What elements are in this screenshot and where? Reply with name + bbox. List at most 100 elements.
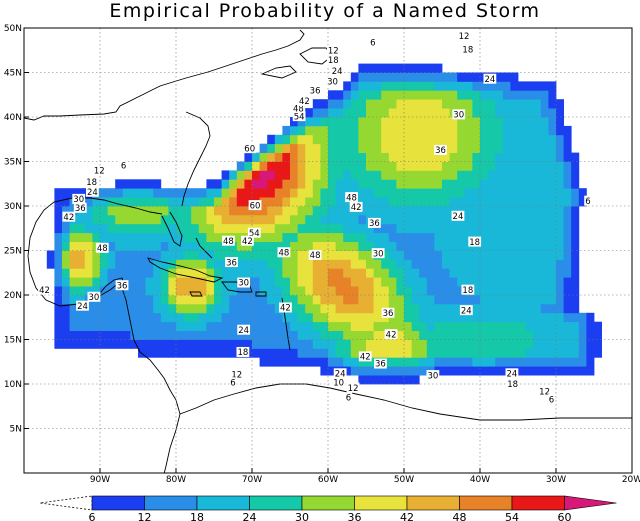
- field-cell: [244, 268, 253, 278]
- field-cell: [122, 312, 131, 323]
- field-cell: [396, 330, 405, 340]
- field-cell: [449, 152, 458, 162]
- field-cell: [221, 250, 230, 260]
- field-cell: [168, 214, 177, 225]
- field-cell: [518, 250, 526, 260]
- field-cell: [419, 214, 428, 225]
- field-cell: [404, 232, 412, 242]
- field-cell: [404, 268, 412, 278]
- field-cell: [449, 339, 458, 349]
- field-cell: [556, 108, 564, 118]
- field-cell: [236, 286, 245, 296]
- field-cell: [100, 268, 108, 278]
- field-cell: [62, 232, 70, 242]
- contour-label-bg: [344, 392, 353, 403]
- field-cell: [556, 259, 564, 269]
- field-cell: [176, 339, 184, 349]
- field-cell: [556, 197, 564, 207]
- x-tick-label: 20W: [622, 475, 640, 485]
- field-cell: [464, 117, 473, 127]
- field-cell: [107, 268, 116, 278]
- field-cell: [373, 295, 382, 305]
- field-cell: [563, 259, 572, 269]
- field-cell: [472, 161, 481, 171]
- field-cell: [426, 72, 435, 82]
- field-cell: [502, 321, 511, 331]
- field-cell: [472, 303, 481, 314]
- field-cell: [434, 268, 443, 278]
- field-cell: [92, 250, 101, 260]
- field-cell: [388, 277, 397, 287]
- field-cell: [563, 152, 572, 162]
- field-cell: [282, 223, 291, 234]
- field-cell: [434, 197, 443, 207]
- field-cell: [122, 303, 131, 314]
- field-cell: [373, 72, 382, 82]
- contour-label-bg: [468, 236, 482, 247]
- field-cell: [214, 321, 222, 331]
- field-cell: [145, 303, 154, 314]
- field-cell: [54, 223, 63, 234]
- contour-label-bg: [308, 85, 322, 96]
- contour-label-bg: [358, 351, 372, 362]
- field-cell: [244, 339, 253, 349]
- field-cell: [107, 295, 116, 305]
- field-cell: [290, 170, 298, 180]
- field-cell: [594, 339, 602, 349]
- field-cell: [434, 117, 443, 127]
- field-cell: [480, 312, 488, 323]
- field-cell: [130, 295, 139, 305]
- field-cell: [396, 179, 405, 189]
- field-cell: [77, 188, 86, 198]
- field-cell: [62, 277, 70, 287]
- field-cell: [328, 117, 336, 127]
- field-cell: [252, 161, 260, 171]
- field-cell: [358, 312, 367, 323]
- field-cell: [130, 321, 139, 331]
- field-cell: [358, 117, 367, 127]
- field-cell: [358, 357, 367, 367]
- field-cell: [122, 339, 131, 349]
- field-cell: [77, 277, 86, 287]
- field-cell: [563, 161, 572, 171]
- field-cell: [434, 179, 443, 189]
- field-cell: [320, 303, 329, 314]
- field-cell: [290, 143, 298, 153]
- field-cell: [502, 99, 511, 109]
- field-cell: [244, 286, 253, 296]
- field-cell: [191, 348, 200, 358]
- field-cell: [411, 117, 420, 127]
- field-cell: [176, 330, 184, 340]
- field-cell: [252, 286, 260, 296]
- field-cell: [176, 214, 184, 225]
- field-cell: [404, 81, 412, 91]
- field-cell: [145, 321, 154, 331]
- field-cell: [115, 179, 124, 189]
- field-cell: [472, 179, 481, 189]
- field-cell: [312, 214, 321, 225]
- field-cell: [160, 197, 169, 207]
- field-cell: [563, 250, 572, 260]
- field-cell: [335, 348, 344, 358]
- field-cell: [252, 170, 260, 180]
- field-cell: [320, 366, 329, 376]
- field-cell: [518, 143, 526, 153]
- field-cell: [426, 348, 435, 358]
- field-cell: [495, 241, 504, 251]
- field-cell: [335, 241, 344, 251]
- field-cell: [274, 197, 283, 207]
- field-cell: [145, 330, 154, 340]
- field-cell: [525, 223, 534, 234]
- field-cell: [122, 241, 131, 251]
- field-cell: [92, 277, 101, 287]
- field-cell: [343, 90, 352, 100]
- field-cell: [449, 312, 458, 323]
- y-tick-label: 15N: [4, 336, 22, 346]
- field-cell: [502, 312, 511, 323]
- field-cell: [320, 161, 329, 171]
- field-cell: [229, 312, 238, 323]
- field-cell: [457, 161, 466, 171]
- field-cell: [358, 134, 367, 145]
- field-cell: [168, 250, 177, 260]
- probability-field: [46, 63, 602, 385]
